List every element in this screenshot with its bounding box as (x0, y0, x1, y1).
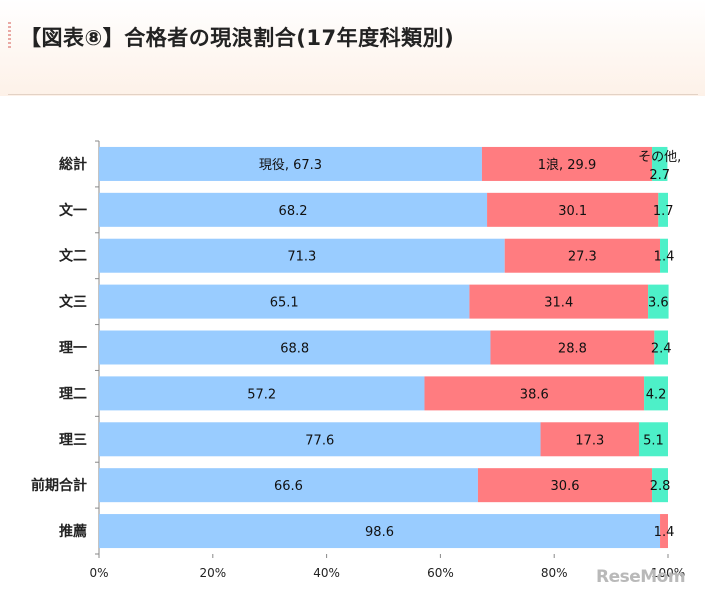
title-decoration (8, 22, 11, 50)
data-label: 77.6 (305, 433, 334, 448)
bar-segment (660, 238, 668, 273)
bar-segment (99, 192, 488, 227)
data-label: 5.1 (643, 433, 664, 448)
bar-segment (644, 376, 668, 411)
bar-segment (652, 146, 668, 181)
category-label: 理二 (59, 386, 87, 402)
header-background (0, 0, 705, 96)
data-label: 4.2 (646, 387, 667, 402)
data-label: 2.7 (649, 168, 670, 183)
data-label: 28.8 (558, 342, 587, 357)
x-tick-label: 40% (313, 566, 340, 580)
data-label: 30.6 (551, 479, 580, 494)
category-label: 理三 (59, 432, 87, 448)
x-tick-label: 0% (89, 566, 108, 580)
data-label: 1浪, 29.9 (538, 158, 596, 173)
data-label: 1.4 (654, 250, 675, 265)
bar-segment (487, 192, 659, 227)
bar-segment (540, 422, 639, 457)
data-label: 現役, 67.3 (259, 158, 322, 173)
data-label: 57.2 (247, 387, 276, 402)
bar-segment (490, 330, 655, 365)
data-label: 2.4 (651, 342, 672, 357)
data-label: 38.6 (520, 387, 549, 402)
category-label: 推薦 (59, 523, 87, 540)
data-label: 1.4 (654, 525, 675, 540)
category-label: 理一 (59, 341, 87, 357)
data-label: 98.6 (365, 525, 394, 540)
data-label: 65.1 (270, 296, 299, 311)
category-label: 総計 (59, 156, 87, 173)
data-label: 17.3 (575, 433, 604, 448)
data-label: 2.8 (650, 479, 671, 494)
category-label: 文二 (59, 248, 87, 265)
bar-segment (658, 192, 668, 227)
bar-segment (648, 284, 669, 319)
bar-segment (99, 468, 478, 503)
data-label: 1.7 (653, 204, 674, 219)
x-tick-label: 80% (541, 566, 568, 580)
data-label: 68.8 (280, 342, 309, 357)
bar-segment (469, 284, 649, 319)
bar-segment (654, 330, 668, 365)
data-label: 30.1 (558, 204, 587, 219)
bar-segment (660, 514, 668, 549)
watermark-logo: ReseMom (596, 567, 686, 587)
chart-title: 【図表⑧】合格者の現浪割合(17年度科類別) (20, 26, 455, 50)
bar-segment (99, 284, 470, 319)
data-label: 71.3 (287, 250, 316, 265)
bar-segment (477, 468, 653, 503)
bar-segment (481, 146, 653, 181)
data-label: その他, (638, 150, 681, 165)
category-label: 前期合計 (31, 477, 87, 494)
bar-segment (99, 330, 491, 365)
data-label: 3.6 (648, 296, 669, 311)
header-divider (8, 94, 698, 95)
bar-segment (638, 422, 668, 457)
data-label: 27.3 (568, 250, 597, 265)
bar-segment (504, 238, 661, 273)
category-label: 文三 (59, 294, 87, 311)
bar-segment (99, 422, 541, 457)
x-tick-label: 100% (651, 566, 685, 580)
bar-segment (99, 376, 425, 411)
data-label: 31.4 (544, 296, 573, 311)
data-label: 66.6 (274, 479, 303, 494)
bar-segment (424, 376, 645, 411)
x-tick-label: 60% (427, 566, 454, 580)
x-tick-label: 20% (199, 566, 226, 580)
bar-segment (99, 238, 505, 273)
data-label: 68.2 (279, 204, 308, 219)
category-label: 文一 (59, 202, 87, 219)
bar-segment (652, 468, 668, 503)
bar-segment (99, 514, 661, 549)
bar-segment (99, 146, 482, 181)
